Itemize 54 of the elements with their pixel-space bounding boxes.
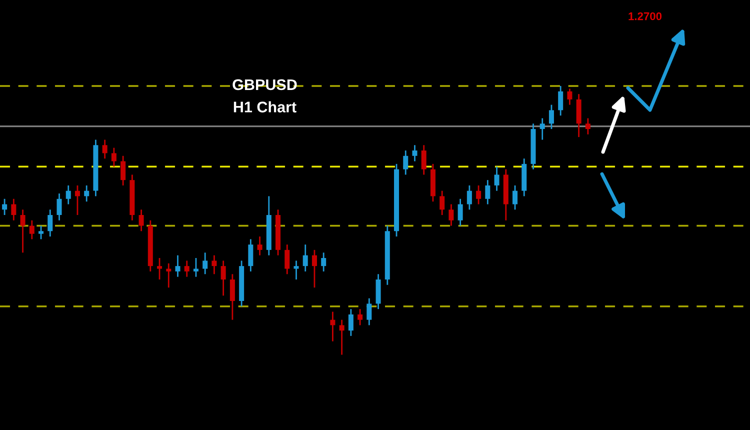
candlestick: [20, 208, 26, 254]
candlestick: [284, 244, 290, 275]
candlestick: [348, 308, 354, 337]
candlestick: [421, 144, 426, 176]
candlestick: [2, 198, 8, 216]
candlestick: [339, 319, 344, 356]
candlestick: [512, 184, 518, 210]
candlestick: [412, 144, 418, 162]
candlestick: [111, 147, 116, 168]
text: H1 Chart: [234, 101, 296, 112]
candlestick: [476, 184, 482, 205]
candlestick: [440, 190, 445, 216]
candlestick: [585, 118, 590, 136]
candlestick: [485, 179, 490, 205]
candlestick: [330, 311, 336, 342]
text: 1.2700: [628, 12, 662, 20]
candlestick: [184, 260, 190, 278]
candlestick: [120, 155, 126, 186]
candlestick: [321, 252, 326, 272]
candlestick: [175, 254, 180, 278]
candlestick: [403, 150, 408, 176]
candlestick: [48, 208, 53, 238]
candlestick: [257, 236, 262, 256]
candlestick: [102, 139, 108, 160]
candlestick: [466, 184, 472, 210]
candlestick: [193, 257, 198, 278]
candlestick: [540, 118, 545, 140]
candlestick: [248, 238, 254, 272]
candlestick: [494, 166, 500, 192]
candlestick: [212, 254, 217, 275]
candlestick: [458, 198, 463, 226]
chart-title: GBPUSD: [232, 79, 297, 90]
candlestick: [29, 220, 34, 240]
candlestick: [558, 85, 564, 116]
candlestick: [448, 204, 454, 226]
candlestick: [38, 225, 44, 240]
candlestick: [294, 260, 299, 280]
candlestick: [312, 249, 317, 288]
candlestick: [366, 298, 372, 326]
candlestick: [138, 208, 144, 232]
candlestick: [230, 273, 235, 321]
candlestick: [74, 184, 80, 216]
candlestick: [358, 308, 363, 326]
candlestick: [220, 260, 226, 296]
candlestick: [84, 184, 90, 202]
candlestick: [157, 257, 162, 280]
candlestick: [548, 104, 554, 130]
candlestick: [56, 192, 62, 222]
candlestick: [567, 88, 572, 106]
candlestick: [66, 184, 71, 205]
candlestick: [166, 262, 172, 288]
candlestick: [11, 198, 16, 222]
candlestick: [202, 252, 208, 275]
candlestick: [302, 244, 308, 272]
